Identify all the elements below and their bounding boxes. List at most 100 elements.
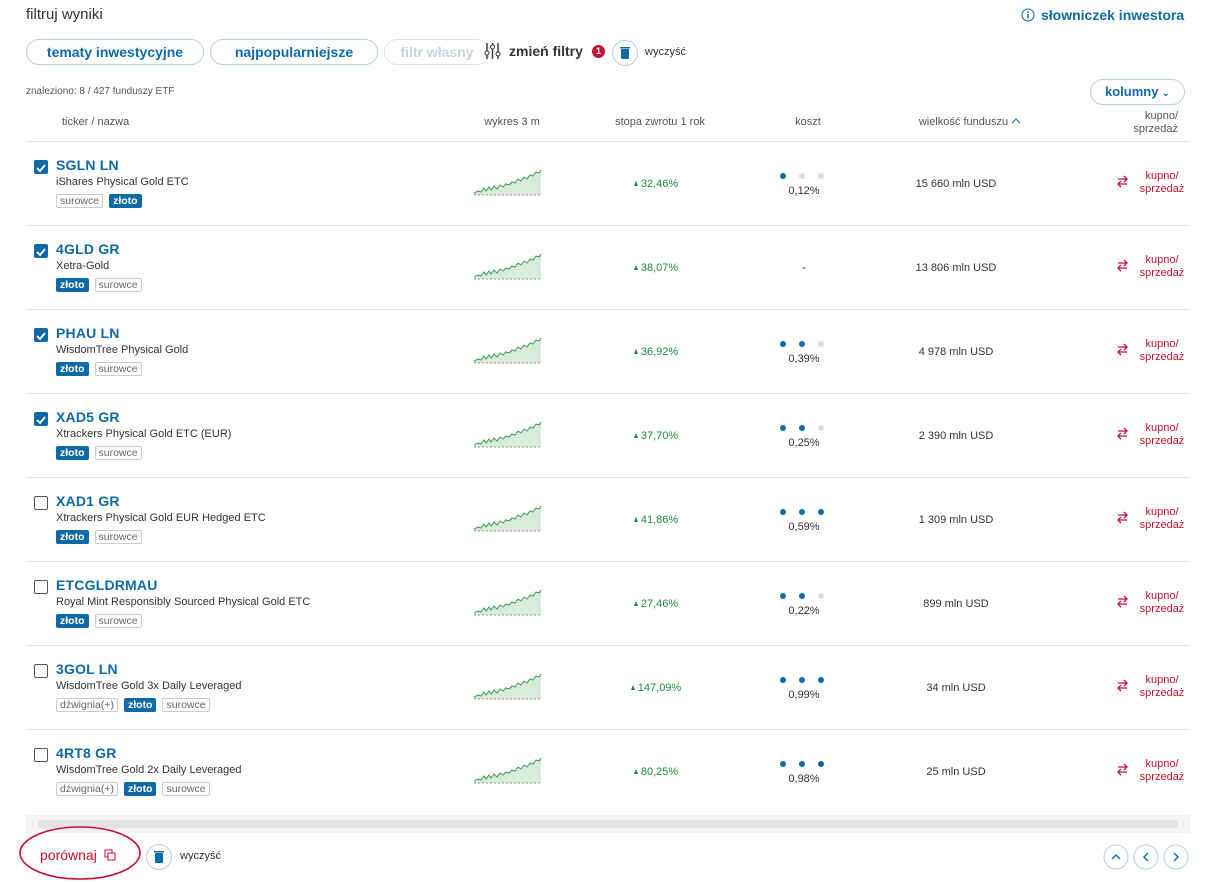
ticker[interactable]: 4GLD GR — [56, 241, 120, 257]
annotation-ellipse — [19, 826, 141, 880]
scrollbar[interactable] — [26, 815, 1190, 833]
column-header: wielkość funduszu — [900, 116, 1040, 128]
fund-name: Xtrackers Physical Gold EUR Hedged ETC — [56, 512, 266, 524]
sparkline — [474, 673, 542, 703]
ticker[interactable]: XAD5 GR — [56, 409, 120, 425]
buy-sell[interactable]: kupno/ sprzedaż — [1139, 590, 1185, 615]
fund-size: 13 806 mln USD — [915, 262, 997, 274]
cost-dots — [780, 341, 824, 347]
checkbox[interactable] — [34, 664, 48, 678]
cost-dot — [818, 425, 824, 431]
column-header: wykres 3 m — [484, 116, 540, 128]
cost-dot — [818, 761, 824, 767]
filter-button[interactable]: najpopularniejsze — [210, 39, 378, 65]
tag: surowce — [94, 530, 142, 544]
cost: 0,22% — [788, 605, 820, 617]
sparkline-chart — [474, 337, 542, 367]
fund-name: WisdomTree Physical Gold — [56, 344, 189, 356]
title: filtruj wyniki — [26, 6, 103, 23]
tag: surowce — [162, 782, 210, 796]
tags: surowce złoto — [56, 194, 142, 208]
checkbox[interactable] — [34, 160, 48, 174]
compare[interactable]: porównaj — [40, 847, 116, 863]
return-1y: 37,70% — [586, 430, 726, 442]
ticker[interactable]: 3GOL LN — [56, 661, 118, 677]
trash-icon — [620, 47, 630, 59]
fund-name: WisdomTree Gold 3x Daily Leveraged — [56, 680, 242, 692]
checkbox[interactable] — [34, 496, 48, 510]
cost-dot — [780, 341, 786, 347]
ticker[interactable]: SGLN LN — [56, 157, 119, 173]
exchange-icon — [1117, 427, 1128, 440]
fund-size: 2 390 mln USD — [918, 430, 994, 442]
tags: złoto surowce — [56, 530, 142, 544]
exchange-icon — [1117, 595, 1128, 608]
buy-sell[interactable]: kupno/ sprzedaż — [1139, 758, 1185, 783]
cost-dot — [799, 173, 805, 179]
buy-sell-icon — [1116, 511, 1129, 529]
tag: złoto — [56, 446, 89, 460]
checkbox[interactable] — [34, 748, 48, 762]
tag: złoto — [56, 530, 89, 544]
table-row: 3GOL LN WisdomTree Gold 3x Daily Leverage… — [26, 645, 1190, 729]
change-filters[interactable]: zmień filtry — [484, 42, 583, 60]
filter-button[interactable]: filtr własny — [384, 39, 490, 65]
buy-sell[interactable]: kupno/ sprzedaż — [1139, 254, 1185, 279]
tags: złoto surowce — [56, 446, 142, 460]
tags: dźwignia(+) złoto surowce — [56, 782, 210, 796]
fund-name: Xetra-Gold — [56, 260, 110, 272]
exchange-icon — [1117, 175, 1128, 188]
glossary[interactable]: słowniczek inwestora — [1021, 7, 1184, 23]
buy-sell[interactable]: kupno/ sprzedaż — [1139, 170, 1185, 195]
cost-dots — [780, 677, 824, 683]
tag: surowce — [94, 446, 142, 460]
buy-sell[interactable]: kupno/ sprzedaż — [1139, 338, 1185, 363]
scroll-thumb[interactable] — [38, 820, 1178, 828]
cost: 0,59% — [788, 521, 820, 533]
tags: złoto surowce — [56, 362, 142, 376]
cost: 0,98% — [788, 773, 820, 785]
sparkline-chart — [474, 505, 542, 535]
buy-sell[interactable]: kupno/ sprzedaż — [1139, 422, 1185, 447]
cost-dot — [818, 341, 824, 347]
ticker[interactable]: ETCGLDRMAU — [56, 577, 158, 593]
filter-button[interactable]: tematy inwestycyjne — [26, 39, 204, 65]
footer-clear-button[interactable] — [146, 844, 172, 870]
buy-sell[interactable]: kupno/ sprzedaż — [1139, 506, 1185, 531]
sparkline — [474, 169, 542, 199]
exchange-icon — [1117, 259, 1128, 272]
pager[interactable] — [1102, 843, 1192, 871]
columns-button[interactable]: kolumny ⌄ — [1090, 79, 1185, 105]
clear-button[interactable] — [612, 40, 638, 66]
buy-sell-icon — [1116, 427, 1129, 445]
return-1y: 38,07% — [586, 262, 726, 274]
tag: surowce — [94, 278, 142, 292]
glossary-text: słowniczek inwestora — [1041, 7, 1185, 23]
copy-icon — [104, 849, 116, 861]
info-icon — [1021, 8, 1035, 22]
tags: złoto surowce — [56, 278, 142, 292]
cost-dot — [818, 509, 824, 515]
check-icon — [36, 248, 46, 257]
sparkline — [474, 589, 542, 619]
return-1y: 36,92% — [586, 346, 726, 358]
cost-dot — [818, 173, 824, 179]
ticker[interactable]: 4RT8 GR — [56, 745, 117, 761]
checkbox[interactable] — [34, 328, 48, 342]
cost: 0,12% — [788, 185, 820, 197]
fund-size: 899 mln USD — [923, 598, 989, 610]
checkbox[interactable] — [34, 580, 48, 594]
cost: 0,25% — [788, 437, 820, 449]
sparkline — [474, 421, 542, 451]
ticker[interactable]: PHAU LN — [56, 325, 120, 341]
filter-icon — [484, 43, 501, 59]
table-row: SGLN LN iShares Physical Gold ETC surowce z… — [26, 141, 1190, 225]
checkbox[interactable] — [34, 412, 48, 426]
sparkline — [474, 253, 542, 283]
ticker[interactable]: XAD1 GR — [56, 493, 120, 509]
tag: surowce — [56, 194, 104, 208]
buy-sell[interactable]: kupno/ sprzedaż — [1139, 674, 1185, 699]
checkbox[interactable] — [34, 244, 48, 258]
cost-dot — [780, 173, 786, 179]
